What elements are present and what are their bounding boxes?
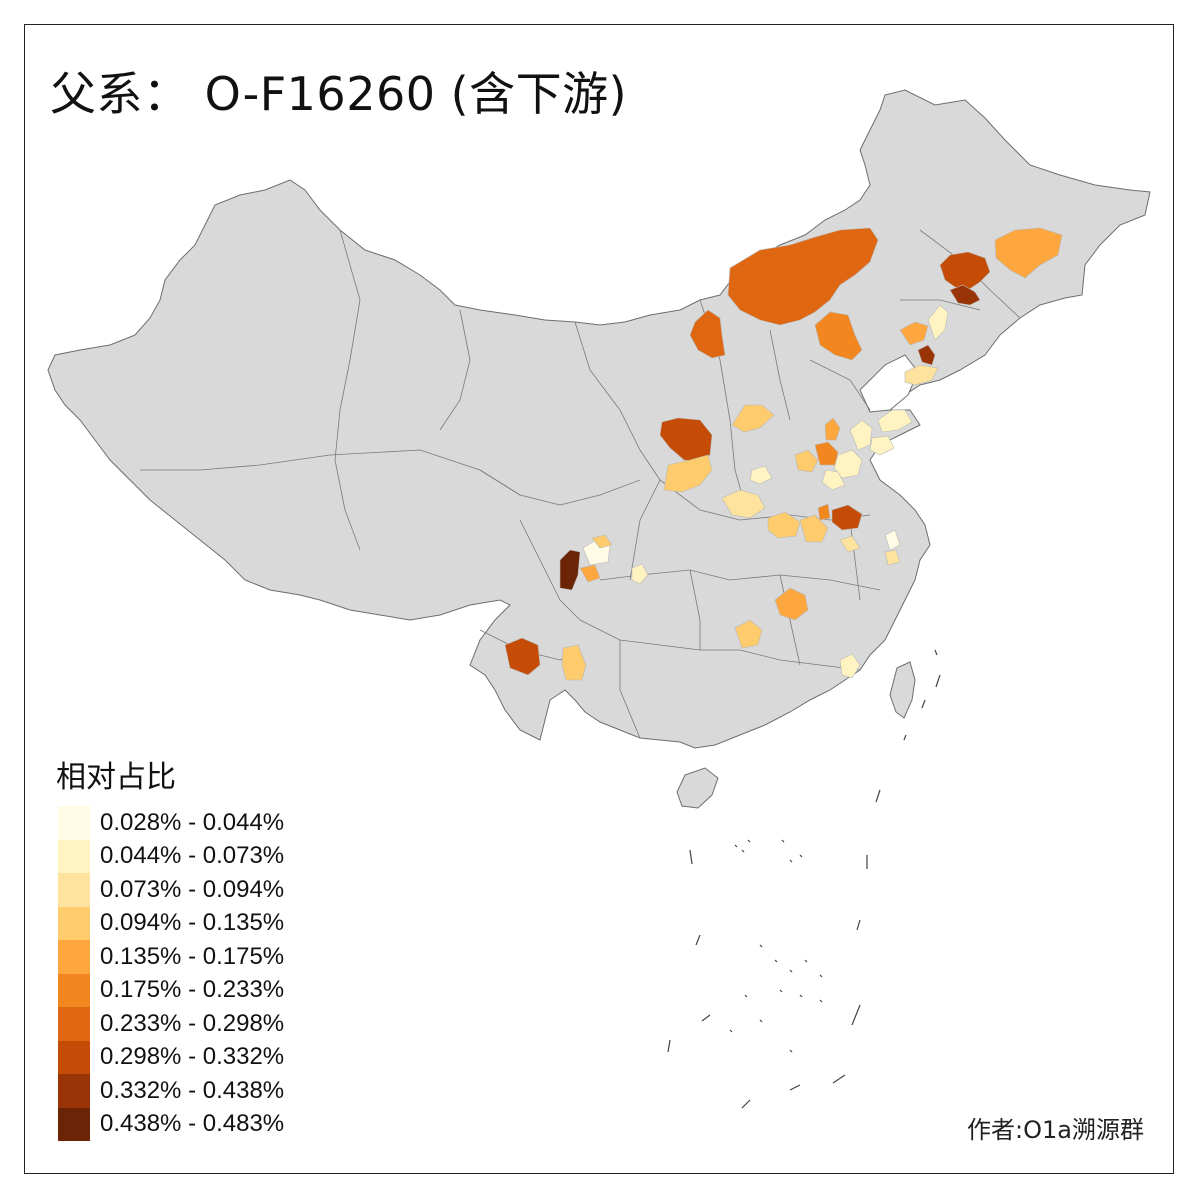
region-jiangsu-center: [831, 504, 863, 531]
region-inner-mongolia-center: [814, 311, 863, 361]
legend-swatch: [58, 839, 90, 873]
region-shaanxi-south: [663, 454, 713, 493]
region-shanxi-south: [749, 465, 773, 485]
legend-label: 0.094% - 0.135%: [100, 909, 285, 937]
region-henan-1: [794, 449, 819, 473]
region-hebei-1: [824, 417, 841, 441]
province-boundaries: [140, 229, 1021, 739]
legend-swatch: [58, 1074, 90, 1108]
choropleth-regions: [504, 227, 1063, 681]
legend-item: 0.438% - 0.483%: [58, 1107, 285, 1141]
region-yunnan-center: [561, 644, 587, 681]
region-henan-3: [721, 489, 766, 519]
region-anhui-2: [839, 535, 861, 553]
legend-title: 相对占比: [56, 760, 176, 795]
legend-label: 0.175% - 0.233%: [100, 976, 285, 1004]
region-sichuan-west: [559, 549, 581, 591]
region-hebei-2: [814, 441, 839, 466]
region-anhui-1: [799, 514, 829, 543]
author-credit: 作者:O1a溯源群: [967, 1116, 1144, 1144]
legend-swatch: [58, 1007, 90, 1041]
region-jiangsu-north: [821, 469, 846, 491]
region-hunan: [734, 619, 763, 649]
legend-item: 0.094% - 0.135%: [58, 906, 285, 940]
legend-swatch: [58, 873, 90, 907]
region-heilongjiang-west: [939, 251, 991, 291]
region-inner-mongolia-west: [689, 309, 726, 359]
region-liaoning-west: [899, 321, 929, 346]
legend-label: 0.233% - 0.298%: [100, 1009, 285, 1037]
legend: 0.028% - 0.044% 0.044% - 0.073% 0.073% -…: [58, 806, 284, 1141]
region-henan-2: [833, 449, 863, 479]
map-title: 父系： O-F16260 (含下游): [50, 67, 628, 121]
legend-label: 0.028% - 0.044%: [100, 808, 285, 836]
region-jiangsu-2: [884, 529, 901, 551]
legend-item: 0.044% - 0.073%: [58, 839, 285, 873]
region-henan-4: [767, 511, 801, 539]
legend-label: 0.438% - 0.483%: [100, 1110, 285, 1138]
legend-swatch: [58, 973, 90, 1007]
region-shandong-1: [877, 409, 913, 433]
region-jiangsu-1: [817, 503, 831, 521]
region-tianjin: [849, 419, 873, 451]
legend-item: 0.073% - 0.094%: [58, 873, 284, 907]
legend-item: 0.028% - 0.044%: [58, 806, 284, 840]
region-inner-mongolia-hulunbuir: [727, 227, 879, 326]
legend-swatch: [58, 906, 90, 940]
region-jilin-south: [927, 304, 949, 341]
legend-swatch: [58, 1040, 90, 1074]
legend-item: 0.298% - 0.332%: [58, 1040, 285, 1074]
china-landmass: [47, 89, 1151, 749]
legend-item: 0.332% - 0.438%: [58, 1074, 284, 1108]
legend-swatch: [58, 940, 90, 974]
region-shanxi-center: [731, 404, 775, 433]
region-chongqing: [631, 563, 649, 585]
hainan-island: [676, 767, 719, 809]
legend-label: 0.298% - 0.332%: [100, 1043, 285, 1071]
south-sea-islands: [667, 649, 941, 1109]
legend-swatch: [58, 806, 90, 840]
legend-item: 0.233% - 0.298%: [58, 1007, 284, 1041]
taiwan-island: [889, 661, 916, 719]
region-shandong-2: [869, 435, 895, 456]
region-liaodong: [904, 364, 939, 386]
legend-swatch: [58, 1107, 90, 1141]
region-yunnan-west: [504, 637, 541, 676]
region-jilin-north: [949, 284, 981, 306]
legend-label: 0.332% - 0.438%: [100, 1076, 285, 1104]
legend-item: 0.175% - 0.233%: [58, 973, 285, 1007]
legend-label: 0.073% - 0.094%: [100, 875, 285, 903]
legend-label: 0.044% - 0.073%: [100, 842, 285, 870]
region-fujian: [839, 653, 861, 679]
region-shanghai: [884, 549, 901, 566]
legend-item: 0.135% - 0.175%: [58, 940, 284, 974]
region-sichuan-3: [579, 564, 601, 583]
region-heilongjiang-east: [994, 227, 1063, 279]
region-hubei: [774, 587, 809, 621]
legend-label: 0.135% - 0.175%: [100, 942, 285, 970]
region-sichuan-2: [591, 534, 613, 549]
region-dalian-north: [917, 344, 936, 366]
